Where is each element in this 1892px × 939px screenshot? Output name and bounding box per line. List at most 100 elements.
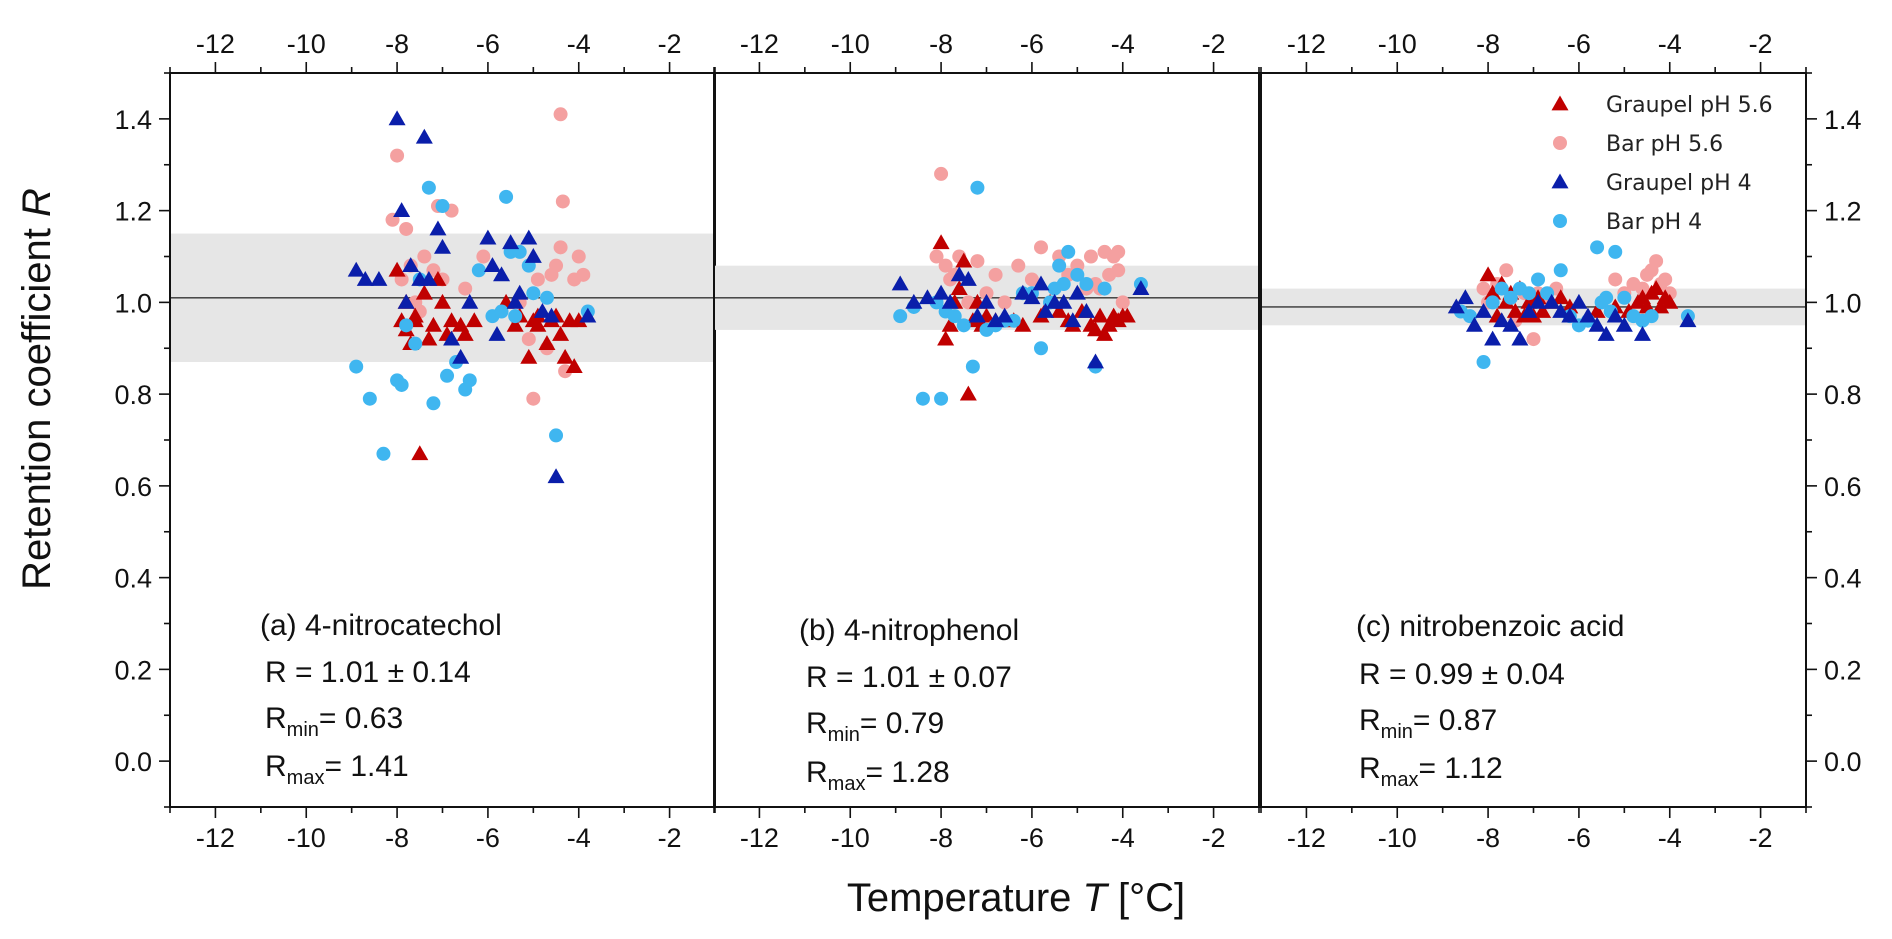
graupel_4-point <box>1493 312 1511 328</box>
graupel_4-point <box>891 275 909 291</box>
bar_56-point <box>929 249 944 264</box>
bar_4-point <box>934 391 949 406</box>
graupel_4-point <box>511 284 529 300</box>
panel-frame <box>169 72 716 808</box>
graupel_4-point <box>524 248 542 263</box>
y-tick-label-right: 0.6 <box>1824 472 1862 502</box>
x-axis-title: Temperature T [°C] <box>847 876 1185 920</box>
graupel_4-point <box>1579 307 1597 323</box>
graupel_56-point <box>955 252 973 268</box>
graupel_4-point <box>488 325 506 341</box>
bar_4-point <box>1494 281 1509 296</box>
bar_4-point <box>1052 258 1067 273</box>
graupel_56-point <box>1100 316 1118 332</box>
x-tick-label-bottom: -12 <box>740 823 779 853</box>
bar_56-point <box>521 332 536 347</box>
bar_56-point <box>553 240 568 255</box>
graupel_4-point <box>1475 303 1493 318</box>
y-tick-label-left: 0.0 <box>114 747 152 777</box>
graupel_4-point <box>1511 330 1529 346</box>
bar_56-point <box>1499 263 1514 278</box>
bar_56-point <box>1649 254 1664 269</box>
graupel_4-point <box>1520 303 1538 318</box>
legend-label-graupel_56: Graupel pH 5.6 <box>1606 93 1773 118</box>
bar_56-point <box>1024 272 1039 287</box>
legend-label-graupel_4: Graupel pH 4 <box>1606 171 1752 196</box>
graupel_4-point <box>941 293 959 309</box>
bar_4-point <box>1061 244 1076 259</box>
x-tick-label-top: -2 <box>658 29 682 59</box>
bar_4-point <box>426 396 441 411</box>
bar_56-point <box>1608 272 1623 287</box>
graupel_4-point <box>1456 289 1474 305</box>
bar_4-point <box>549 428 564 443</box>
graupel_4-point <box>1068 284 1086 300</box>
graupel_56-point <box>529 316 547 332</box>
x-tick-label-top: -4 <box>567 29 591 59</box>
y-tick-label-left: 1.4 <box>114 105 152 135</box>
graupel_4-point <box>347 261 365 277</box>
graupel_4-point <box>1032 275 1050 291</box>
x-tick-label-bottom: -8 <box>1476 823 1500 853</box>
bar_4-point <box>1034 341 1048 356</box>
graupel_4-point <box>968 307 986 323</box>
graupel_4-point <box>356 270 374 286</box>
graupel_4-point <box>506 293 524 309</box>
graupel_56-point <box>388 261 406 277</box>
graupel_56-point <box>1647 280 1665 295</box>
bar_4-point <box>394 377 409 392</box>
x-tick-label-bottom: -2 <box>1749 823 1773 853</box>
graupel_4-point <box>520 229 538 245</box>
panel-label: (c) nitrobenzoic acid <box>1356 610 1624 643</box>
graupel_4-point <box>978 293 995 309</box>
legend-marker-graupel_56 <box>1551 95 1569 111</box>
bar_56-point <box>526 391 541 406</box>
bar_4-point <box>965 359 980 374</box>
graupel_4-point <box>483 257 501 273</box>
bar_4-point <box>893 309 908 324</box>
graupel_4-point <box>1543 293 1561 309</box>
bar_56-point <box>390 148 405 163</box>
graupel_56-point <box>411 445 429 461</box>
x-tick-label-bottom: -4 <box>567 823 591 853</box>
x-tick-label-bottom: -2 <box>1202 823 1226 853</box>
panel-3: -12 -12 -10 -10 -8 -8 -6 -6 -4 -4 -2 -2 0.0 0.2 0.4 0.6… <box>1260 29 1862 853</box>
graupel_56-point <box>1506 303 1524 318</box>
x-tick-label-bottom: -6 <box>1567 823 1591 853</box>
graupel_4-point <box>1037 303 1055 318</box>
graupel_4-point <box>996 307 1014 323</box>
graupel_4-point <box>1529 293 1547 309</box>
graupel_56-point <box>1014 316 1032 332</box>
y-tick-label-right: 0.4 <box>1824 564 1862 594</box>
x-tick-label-bottom: -10 <box>1378 823 1417 853</box>
bar_4-point <box>1485 295 1500 310</box>
x-tick-label-top: -8 <box>929 29 953 59</box>
graupel_4-point <box>1087 353 1104 369</box>
bar_56-point <box>979 286 994 301</box>
bar_56-point <box>549 258 564 273</box>
graupel_4-point <box>1561 307 1579 323</box>
x-tick-label-bottom: -8 <box>385 823 409 853</box>
graupel_4-point <box>443 330 461 346</box>
bar_56-point <box>997 295 1012 310</box>
bar_4-point <box>915 391 930 406</box>
graupel_56-point <box>1091 307 1109 323</box>
x-tick-label-top: -6 <box>1567 29 1591 59</box>
x-tick-label-top: -10 <box>1378 29 1417 59</box>
panel-frame <box>713 72 1260 808</box>
legend-label-bar_4: Bar pH 4 <box>1606 210 1702 235</box>
graupel_4-point <box>1634 325 1651 341</box>
graupel_4-point <box>1484 330 1502 346</box>
graupel_4-point <box>918 289 936 305</box>
bar_56-point <box>1476 281 1491 296</box>
bar_4-point <box>1097 281 1112 296</box>
graupel_4-point <box>1064 312 1082 328</box>
y-tick-label-right: 0.2 <box>1824 655 1862 685</box>
bar_56-point <box>1111 263 1126 278</box>
bar_4-point <box>362 391 377 406</box>
bar_4-point <box>1503 290 1518 305</box>
bar_4-point <box>1070 267 1085 282</box>
bar_4-point <box>435 199 450 214</box>
y-tick-label-left: 0.6 <box>114 472 152 502</box>
bar_56-point <box>1011 258 1026 273</box>
